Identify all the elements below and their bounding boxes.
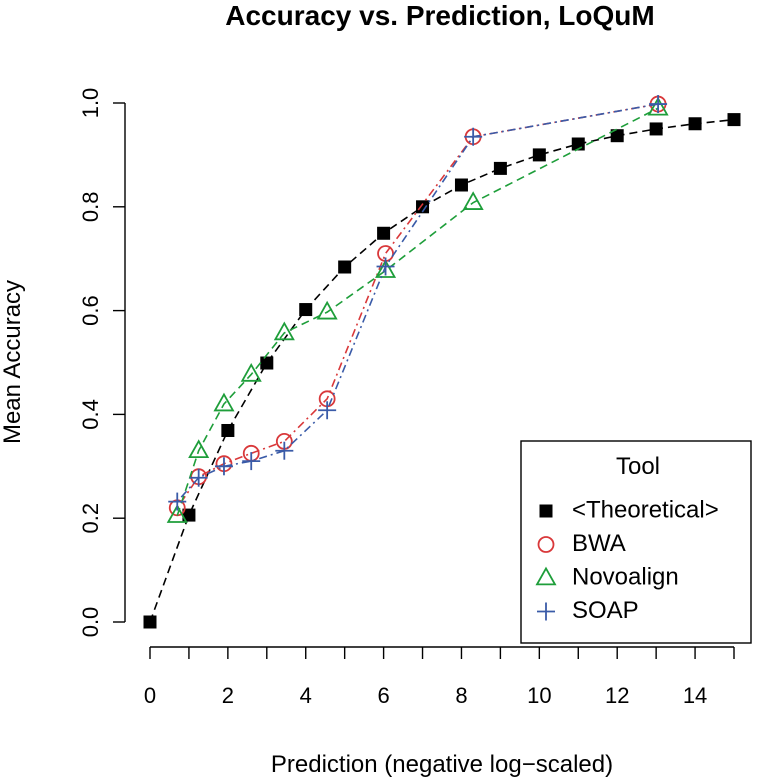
legend-item-theoretical: <Theoretical>	[539, 496, 719, 523]
data-point-theoretical	[416, 200, 430, 214]
data-point-theoretical	[493, 161, 507, 175]
x-axis-tick-label: 4	[300, 683, 312, 708]
data-point-novoalign	[213, 392, 235, 412]
data-point-soap	[242, 452, 261, 471]
y-axis: 0.0 0.2 0.4 0.6 0.8 1.0	[78, 88, 126, 638]
legend-label-bwa: BWA	[572, 530, 626, 557]
data-point-novoalign	[462, 191, 484, 210]
data-point-soap	[318, 401, 337, 420]
data-point-soap	[275, 441, 294, 460]
data-point-theoretical	[338, 260, 352, 274]
series-layer	[143, 95, 741, 629]
series-soap	[168, 95, 668, 511]
legend-box	[520, 440, 752, 644]
data-point-novoalign	[316, 300, 338, 320]
data-point-theoretical	[532, 148, 546, 162]
series-novoalign	[166, 96, 669, 523]
legend-marker-soap	[537, 602, 555, 621]
x-axis-tick-label: 12	[605, 683, 629, 708]
legend-items: <Theoretical> BWA Novoalign SOAP	[535, 496, 719, 624]
legend-marker-bwa	[537, 536, 555, 553]
legend-label-novoalign: Novoalign	[572, 563, 679, 590]
legend-label-theoretical: <Theoretical>	[572, 496, 719, 523]
data-point-soap	[376, 257, 395, 276]
x-axis-tick-label: 2	[222, 683, 234, 708]
data-point-novoalign	[188, 439, 210, 459]
data-point-theoretical	[727, 113, 741, 127]
data-point-soap	[464, 127, 483, 146]
y-axis-tick-label: 1.0	[78, 88, 103, 119]
x-axis: 0 2 4 6 8 10 12 14	[144, 646, 735, 708]
y-axis-title: Mean Accuracy	[0, 280, 26, 444]
y-axis-tick-label: 0.0	[78, 607, 103, 638]
y-axis-tick-label: 0.4	[78, 399, 103, 430]
data-point-theoretical	[610, 129, 624, 143]
legend-title: Tool	[616, 453, 660, 480]
data-point-soap	[214, 457, 233, 476]
x-axis-tick-label: 10	[527, 683, 551, 708]
series-line-bwa	[176, 103, 659, 509]
legend-item-soap: SOAP	[537, 597, 639, 624]
data-point-novoalign	[240, 363, 262, 382]
legend-label-soap: SOAP	[572, 597, 639, 624]
chart-title: Accuracy vs. Prediction, LoQuM	[225, 0, 654, 31]
x-axis-title: Prediction (negative log−scaled)	[271, 751, 613, 777]
series-theoretical	[143, 113, 741, 629]
legend-marker-novoalign	[535, 566, 557, 586]
data-point-novoalign	[647, 96, 669, 116]
x-axis-tick-label: 6	[377, 683, 389, 708]
x-axis-tick-label: 14	[683, 683, 707, 708]
x-axis-tick-label: 0	[144, 683, 156, 708]
data-point-theoretical	[260, 356, 274, 370]
data-point-novoalign	[273, 321, 295, 341]
data-point-theoretical	[299, 303, 313, 317]
data-point-theoretical	[221, 423, 235, 437]
legend-marker-theoretical	[539, 504, 553, 518]
series-line-theoretical	[149, 118, 735, 623]
data-point-soap	[189, 468, 208, 487]
y-axis-tick-label: 0.8	[78, 192, 103, 223]
data-point-theoretical	[649, 122, 663, 136]
data-point-theoretical	[377, 226, 391, 240]
x-axis-tick-label: 8	[455, 683, 467, 708]
data-point-soap	[168, 492, 187, 511]
series-line-novoalign	[176, 107, 659, 516]
legend-item-bwa: BWA	[537, 530, 626, 557]
data-point-soap	[649, 95, 668, 114]
data-point-novoalign	[375, 259, 397, 278]
data-point-novoalign	[166, 504, 188, 523]
data-point-theoretical	[143, 615, 157, 629]
legend: Tool <Theoretical> BWA Novoalign SOAP	[520, 440, 752, 644]
data-point-theoretical	[688, 117, 702, 131]
data-point-theoretical	[454, 178, 468, 192]
series-line-soap	[176, 103, 659, 503]
y-axis-tick-label: 0.6	[78, 295, 103, 326]
legend-item-novoalign: Novoalign	[535, 563, 679, 590]
y-axis-tick-label: 0.2	[78, 503, 103, 534]
